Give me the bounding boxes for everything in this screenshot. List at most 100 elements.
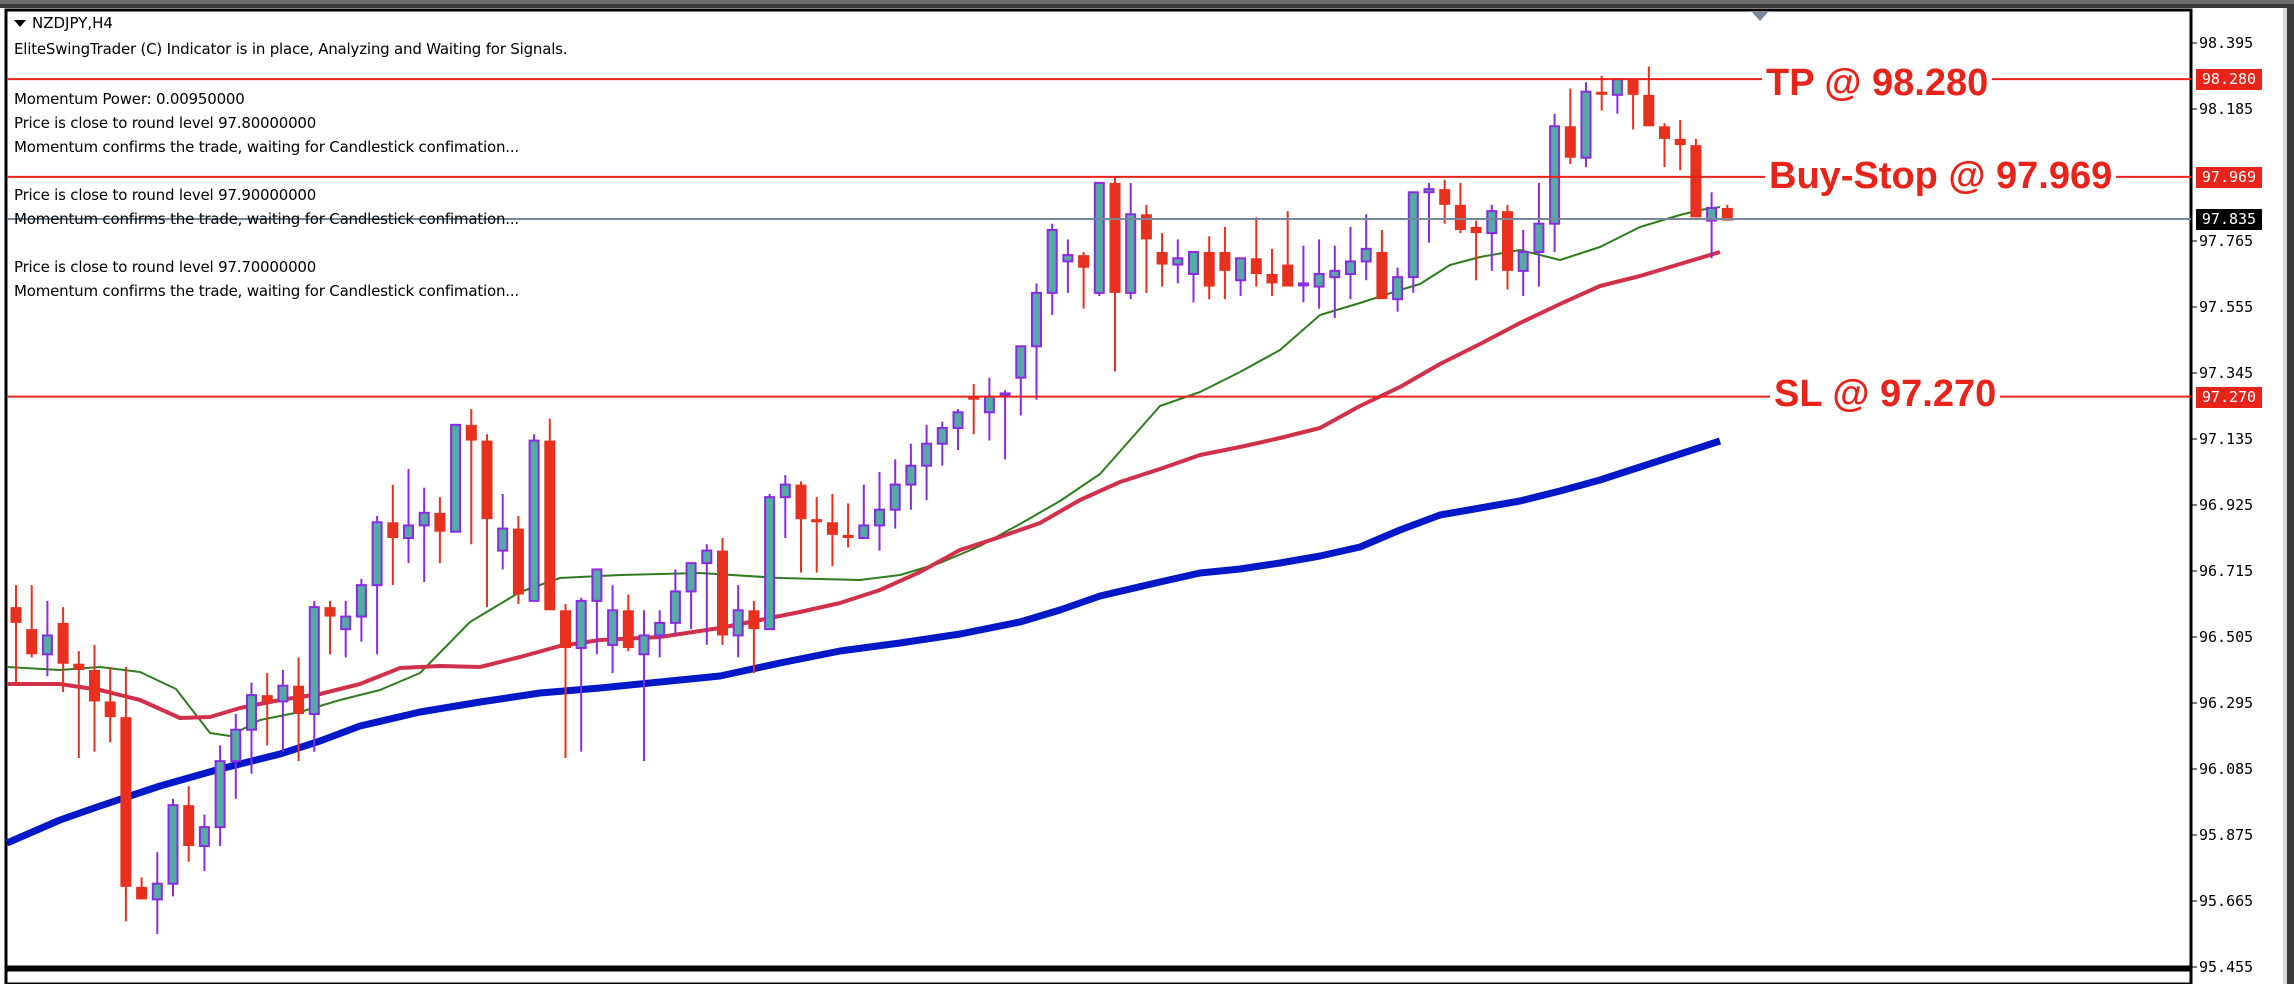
bearish-candle	[120, 666, 132, 922]
bullish-candle	[905, 443, 917, 510]
bullish-candle	[1486, 204, 1498, 271]
bearish-candle	[1078, 252, 1090, 309]
bearish-candle	[795, 481, 807, 573]
symbol-label: NZDJPY,H4	[32, 14, 113, 32]
bearish-candle	[183, 786, 195, 862]
bearish-candle	[1470, 220, 1482, 281]
bearish-candle	[481, 434, 493, 608]
window-right-border-light	[2283, 8, 2287, 984]
bearish-candle	[1376, 230, 1388, 300]
bearish-candle	[465, 409, 477, 545]
price-axis-tick-label: 96.505	[2199, 628, 2254, 646]
price-axis-tick-label: 96.715	[2199, 562, 2254, 580]
bullish-candle	[230, 714, 242, 799]
bullish-candle	[732, 585, 744, 658]
bullish-candle	[340, 600, 352, 658]
bullish-candle	[952, 409, 964, 450]
bullish-candle	[371, 516, 383, 655]
bearish-candle	[1109, 176, 1121, 372]
bullish-candle	[1580, 82, 1592, 168]
bullish-candle	[874, 472, 885, 551]
bearish-candle	[293, 657, 305, 762]
bullish-candle	[1172, 239, 1184, 284]
sl-price-tag: 97.270	[2196, 386, 2262, 408]
price-axis-tick-label: 95.875	[2199, 826, 2254, 844]
price-axis-ticks	[2191, 42, 2197, 968]
bearish-candle	[1674, 120, 1686, 171]
bullish-candle	[167, 798, 179, 897]
bearish-candle	[560, 604, 571, 758]
window-top-border-dark	[0, 4, 2294, 8]
round-level-text-3: Price is close to round level 97.7000000…	[14, 258, 317, 276]
bullish-candle	[1188, 251, 1199, 303]
bullish-candle	[214, 745, 226, 846]
bearish-candle	[387, 484, 399, 586]
indicator-status-text: EliteSwingTrader (C) Indicator is in pla…	[14, 40, 568, 58]
bullish-candle	[1392, 267, 1404, 312]
bullish-candle	[355, 578, 367, 642]
bearish-candle	[434, 497, 446, 564]
bearish-candle	[1266, 248, 1278, 296]
bullish-candle	[1297, 245, 1309, 303]
bullish-candle	[936, 421, 948, 466]
bullish-candle	[1706, 192, 1718, 259]
bullish-candle	[1360, 214, 1372, 281]
bearish-candle	[10, 585, 22, 686]
price-axis-tick-label: 97.765	[2199, 232, 2254, 250]
price-axis-tick-label: 97.135	[2199, 430, 2254, 448]
bearish-candle	[324, 600, 336, 655]
bullish-candle	[1046, 223, 1058, 315]
bearish-candle	[261, 673, 273, 746]
bullish-candle	[1407, 191, 1419, 293]
current-price-tag: 97.835	[2196, 209, 2262, 230]
bearish-candle	[1564, 88, 1576, 164]
bullish-candle	[528, 434, 540, 602]
bearish-candle	[968, 384, 980, 435]
bearish-candle	[1596, 76, 1608, 111]
bullish-candle	[591, 568, 603, 655]
momentum-power-text: Momentum Power: 0.00950000	[14, 90, 245, 108]
bullish-candle	[1125, 182, 1137, 300]
bullish-candle	[669, 569, 681, 636]
moving-average-line	[6, 206, 1721, 737]
bullish-candle	[1031, 283, 1042, 400]
momentum-confirm-text-3: Momentum confirms the trade, waiting for…	[14, 282, 519, 300]
bearish-candle	[1721, 204, 1733, 221]
chart-shift-marker-icon[interactable]	[1751, 11, 1769, 21]
bearish-candle	[544, 418, 556, 611]
price-axis-tick-label: 96.085	[2199, 760, 2254, 778]
price-axis-tick-label: 97.345	[2199, 364, 2254, 382]
take-profit-label: TP @ 98.280	[1762, 62, 1993, 104]
round-level-text-1: Price is close to round level 97.8000000…	[14, 114, 317, 132]
bullish-candle	[277, 670, 289, 752]
window-right-scrollbar[interactable]	[2287, 8, 2294, 984]
bullish-candle	[1533, 182, 1545, 287]
price-axis-tick-label: 95.665	[2199, 892, 2254, 910]
bearish-candle	[1250, 217, 1262, 287]
bearish-candle	[89, 644, 100, 752]
bearish-candle	[842, 503, 854, 548]
bullish-candle	[403, 468, 414, 564]
bottom-panel-edge	[4, 968, 2193, 984]
collapse-triangle-icon[interactable]	[14, 20, 26, 27]
price-axis-tick-label: 95.455	[2199, 958, 2254, 976]
bearish-candle	[748, 600, 760, 674]
bullish-candle	[1015, 345, 1027, 416]
bullish-candle	[308, 600, 320, 752]
bearish-candle	[136, 877, 148, 900]
bullish-candle	[858, 484, 870, 540]
bearish-candle	[717, 538, 728, 645]
bullish-candle	[1313, 239, 1325, 309]
bearish-candle	[1643, 66, 1655, 127]
price-axis-tick-label: 98.185	[2199, 100, 2254, 118]
bullish-candle	[41, 600, 53, 677]
bearish-candle	[1203, 236, 1215, 300]
bullish-candle	[1062, 239, 1074, 293]
bullish-candle	[1517, 230, 1529, 296]
bearish-candle	[811, 497, 823, 573]
bearish-candle	[1439, 179, 1451, 224]
symbol-timeframe-title[interactable]: NZDJPY,H4	[14, 14, 113, 32]
bullish-candle	[654, 610, 666, 658]
bearish-candle	[1282, 211, 1294, 287]
